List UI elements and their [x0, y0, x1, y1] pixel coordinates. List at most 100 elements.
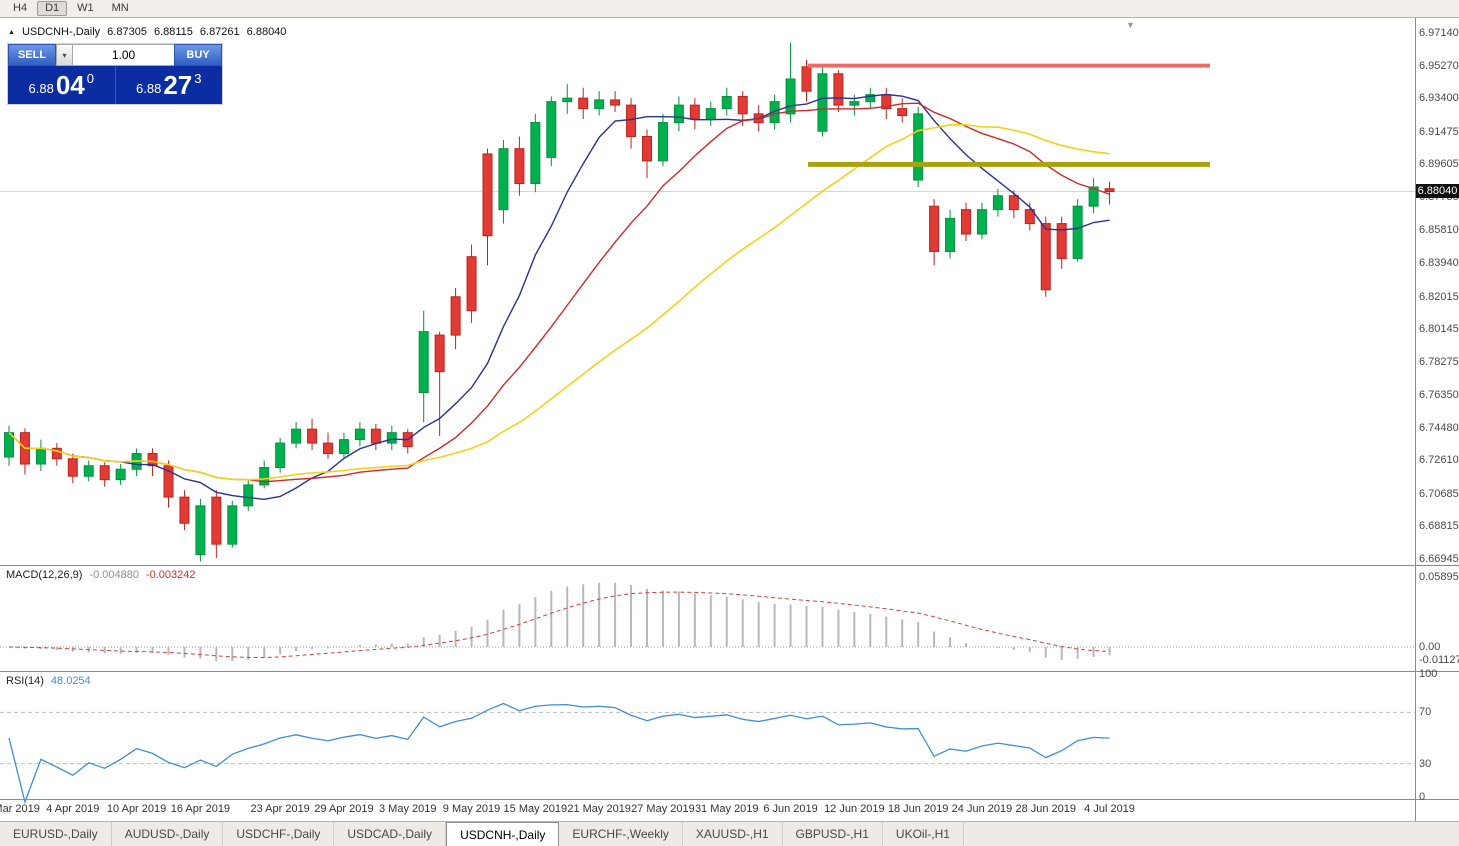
timeframe-toolbar: H4 D1 W1 MN	[0, 0, 1459, 18]
time-axis-label: 3 May 2019	[379, 803, 437, 815]
rsi-line	[8, 702, 1110, 805]
time-axis-label: 21 May 2019	[567, 803, 631, 815]
candle	[1072, 199, 1083, 262]
candle	[115, 464, 126, 485]
bid-prefix: 6.88	[28, 81, 54, 96]
candle	[4, 425, 14, 466]
rsi-label: RSI(14)	[6, 675, 44, 687]
candle	[307, 418, 318, 451]
candle	[1040, 216, 1051, 297]
time-axis-label: 29 Apr 2019	[314, 803, 374, 815]
trade-panel-price-row: 6.88 04 0 6.88 27 3	[8, 66, 222, 104]
buy-price-display[interactable]: 6.88 27 3	[116, 66, 223, 104]
time-axis-label: 27 May 2019	[631, 803, 695, 815]
chart-tab-eurchf[interactable]: EURCHF-,Weekly	[559, 822, 683, 846]
candle	[227, 500, 238, 548]
time-axis-label: 12 Jun 2019	[824, 803, 885, 815]
rsi-time-separator	[0, 799, 1459, 800]
current-price-badge: 6.88040	[1416, 184, 1459, 198]
time-axis-label: 10 Apr 2019	[106, 803, 167, 815]
candle	[929, 199, 940, 266]
chart-tab-gbpusd[interactable]: GBPUSD-,H1	[783, 822, 883, 846]
macd-axis-label: 0.00	[1419, 641, 1441, 653]
chart-tab-usdcad[interactable]: USDCAD-,Daily	[334, 822, 447, 846]
ohlc-high: 6.88115	[153, 26, 193, 38]
candle	[514, 136, 525, 196]
candle	[881, 87, 892, 120]
candle	[705, 101, 716, 127]
time-axis-label: 4 Jul 2019	[1084, 803, 1135, 815]
candle	[418, 310, 429, 423]
price-axis-label: 6.74480	[1419, 421, 1459, 434]
volume-input[interactable]	[73, 44, 174, 66]
chevron-down-icon: ▾	[62, 50, 67, 60]
timeframe-button-w1[interactable]: W1	[69, 1, 102, 16]
price-axis-label: 6.76350	[1419, 389, 1459, 402]
ma-mid-red-line	[8, 102, 1110, 483]
chart-tab-usdchf[interactable]: USDCHF-,Daily	[223, 822, 335, 846]
time-axis-label: 31 May 2019	[694, 803, 759, 815]
timeframe-button-h4[interactable]: H4	[5, 1, 35, 16]
macd-main-value: -0.004880	[89, 569, 139, 581]
candle	[992, 188, 1003, 217]
bid-big-digits: 04	[55, 70, 85, 100]
candle	[1104, 181, 1115, 205]
main-macd-separator[interactable]	[0, 565, 1459, 566]
volume-dropdown-button[interactable]: ▾	[56, 44, 73, 66]
time-axis-label: 16 Apr 2019	[170, 803, 231, 815]
chart-tab-xauusd[interactable]: XAUUSD-,H1	[683, 822, 783, 846]
candle	[546, 96, 557, 167]
timeframe-button-mn[interactable]: MN	[104, 1, 137, 16]
candle	[1008, 190, 1019, 219]
macd-signal-line	[8, 591, 1110, 658]
candle	[897, 98, 908, 123]
chart-tab-ukoil[interactable]: UKOil-,H1	[883, 822, 964, 846]
candle	[1056, 216, 1067, 269]
price-axis-label: 6.68815	[1419, 520, 1459, 533]
ohlc-open: 6.87305	[107, 26, 147, 38]
macd-signal-value: -0.003242	[145, 569, 196, 581]
chart-tab-bar: EURUSD-,Daily AUDUSD-,Daily USDCHF-,Daily U…	[0, 821, 1459, 846]
price-axis-border[interactable]	[1415, 18, 1416, 821]
price-axis-label: 6.83940	[1419, 256, 1459, 269]
time-axis-label: 24 Jun 2019	[951, 803, 1013, 815]
candle	[354, 422, 365, 447]
candle	[594, 91, 605, 116]
candle	[498, 139, 509, 224]
candle	[610, 91, 621, 113]
chart-tab-usdcnh[interactable]: USDCNH-,Daily	[446, 822, 560, 846]
ma-slow-yellow-line	[8, 123, 1110, 481]
candle	[626, 98, 637, 149]
candle	[83, 460, 94, 482]
macd-rsi-separator[interactable]	[0, 671, 1459, 672]
timeframe-button-d1[interactable]: D1	[37, 1, 68, 16]
buy-button[interactable]: BUY	[174, 44, 222, 66]
price-axis-label: 6.95270	[1419, 59, 1459, 72]
chart-tab-audusd[interactable]: AUDUSD-,Daily	[112, 822, 224, 846]
candle	[961, 202, 971, 242]
chart-tab-eurusd[interactable]: EURUSD-,Daily	[0, 822, 112, 846]
candle	[976, 202, 987, 240]
candle	[402, 429, 413, 454]
macd-header: MACD(12,26,9) -0.004880 -0.003242	[6, 569, 196, 581]
candle	[370, 423, 381, 451]
candle	[291, 422, 302, 449]
macd-axis-label: 0.058954	[1419, 571, 1459, 584]
candle	[35, 439, 46, 471]
candle	[51, 443, 62, 466]
sell-price-display[interactable]: 6.88 04 0	[8, 66, 115, 104]
macd-axis-label: -0.011274	[1419, 654, 1459, 667]
time-axis-label: 29 Mar 2019	[0, 803, 40, 815]
time-axis-label: 9 May 2019	[442, 803, 501, 815]
sell-button[interactable]: SELL	[8, 44, 56, 66]
one-click-trading-panel: SELL ▾ BUY 6.88 04 0 6.88 27 3	[8, 44, 222, 104]
candle	[769, 94, 780, 130]
candle	[817, 65, 828, 137]
candle	[530, 113, 541, 193]
price-axis-label: 6.89605	[1419, 158, 1459, 171]
price-axis-label: 6.93400	[1419, 92, 1459, 105]
candle	[131, 448, 142, 477]
time-axis-label: 15 May 2019	[503, 803, 568, 815]
chart-shift-marker-icon: ▼	[1126, 20, 1135, 30]
